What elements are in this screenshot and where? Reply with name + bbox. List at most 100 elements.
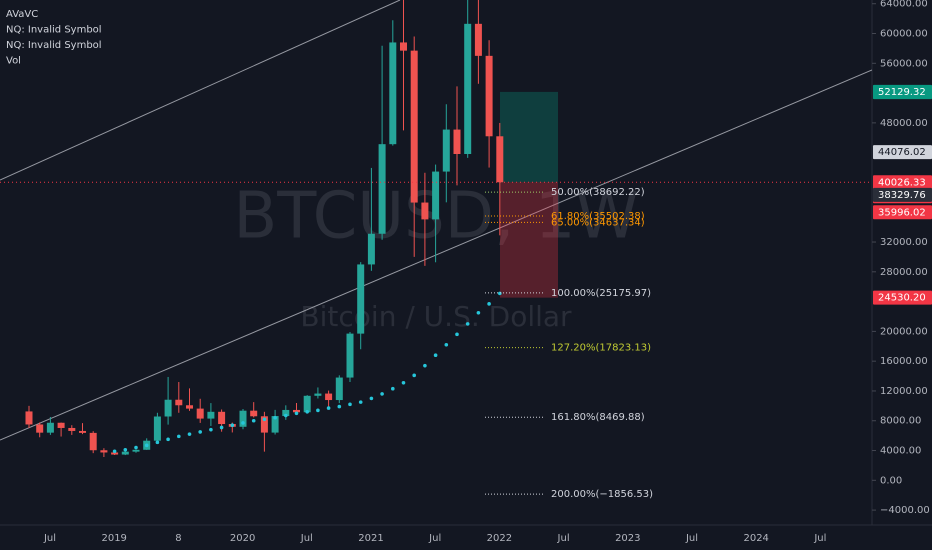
candle-body <box>485 55 493 137</box>
candle-body <box>250 410 258 417</box>
price-tag-label: 52129.32 <box>878 87 926 98</box>
x-tick-label: 2020 <box>230 533 255 544</box>
y-tick-label: 20000.00 <box>880 326 928 337</box>
candle-body <box>46 422 54 433</box>
legend-item: NQ: Invalid Symbol <box>6 40 102 51</box>
ma-point <box>144 443 149 448</box>
ma-point <box>348 402 352 407</box>
ma-point <box>423 363 427 368</box>
legend-item: AVaVC <box>6 9 38 20</box>
y-tick-label: −4000.00 <box>880 505 930 516</box>
candle-body <box>357 264 365 334</box>
ma-point <box>487 302 491 306</box>
candle-body <box>442 129 450 172</box>
y-tick-label: 28000.00 <box>880 267 928 278</box>
candle-body <box>496 136 504 183</box>
y-tick-label: 12000.00 <box>880 386 928 397</box>
price-tag <box>873 187 932 202</box>
ma-point <box>230 423 235 428</box>
candle-body <box>25 411 33 425</box>
candle-body <box>196 408 204 419</box>
ma-point <box>380 392 384 396</box>
candle-body <box>57 422 65 428</box>
candle-body <box>389 42 397 145</box>
fib-label: 100.00%(25175.97) <box>551 288 651 299</box>
candle-body <box>153 416 161 441</box>
ma-point <box>369 396 374 401</box>
fib-label: 127.20%(17823.13) <box>551 343 651 354</box>
price-tag-label: 38329.76 <box>878 190 926 201</box>
x-tick-label: Jul <box>685 533 698 544</box>
long-target-zone <box>500 91 558 183</box>
y-tick-label: 56000.00 <box>880 58 928 69</box>
candle-body <box>79 430 86 433</box>
y-tick-label: 64000.00 <box>880 0 928 10</box>
ma-point <box>198 430 202 434</box>
ma-point <box>166 437 170 442</box>
candle-body <box>36 424 44 433</box>
candle-body <box>282 409 290 417</box>
fib-label: 200.00%(−1856.53) <box>551 489 653 500</box>
x-tick-label: Jul <box>300 533 313 544</box>
x-tick-label: Jul <box>43 533 56 544</box>
candle-body <box>367 233 375 265</box>
ma-point <box>251 418 256 423</box>
x-tick-label: 2019 <box>101 533 126 544</box>
candle-body <box>464 23 472 154</box>
ma-point <box>294 411 299 416</box>
ma-point <box>358 400 363 404</box>
price-tag <box>873 85 932 100</box>
candle-body <box>410 50 418 203</box>
ma-point <box>455 332 459 337</box>
y-tick-label: 8000.00 <box>880 416 921 427</box>
ma-point <box>177 434 181 439</box>
candle-body <box>260 416 268 433</box>
ma-point <box>391 386 395 391</box>
price-tag-label: 40026.33 <box>878 177 926 188</box>
candle-body <box>271 416 279 433</box>
ma-point <box>209 427 213 432</box>
x-tick-label: 8 <box>175 533 181 544</box>
candle-body <box>400 42 407 51</box>
ma-point <box>219 425 224 430</box>
y-tick-label: 0.00 <box>880 475 902 486</box>
candle-body <box>68 427 76 431</box>
x-tick-label: 2021 <box>358 533 383 544</box>
candle-body <box>164 399 172 417</box>
legend-item: Vol <box>6 56 21 67</box>
legend-item: NQ: Invalid Symbol <box>6 25 102 36</box>
candle-body <box>474 23 482 56</box>
candle-body <box>207 411 215 419</box>
y-tick-label: 60000.00 <box>880 29 928 40</box>
candle-body <box>293 409 300 413</box>
candle-body <box>421 202 429 220</box>
x-tick-label: Jul <box>428 533 441 544</box>
candle-body <box>132 449 140 452</box>
ma-point <box>241 421 245 425</box>
ma-point <box>123 447 128 452</box>
candle-body <box>378 144 386 234</box>
ma-point <box>498 291 502 296</box>
price-tag-label: 24530.20 <box>878 293 926 304</box>
candle-body <box>239 410 247 427</box>
stop-zone <box>500 182 558 298</box>
ma-point <box>187 432 192 436</box>
ma-point <box>337 404 342 409</box>
price-tag <box>873 290 932 305</box>
candle-body <box>303 395 311 413</box>
candle-body <box>314 393 322 396</box>
candle-body <box>100 450 108 453</box>
ma-point <box>444 342 449 347</box>
ma-point <box>401 380 406 385</box>
fib-label: 50.00%(38692.22) <box>551 187 645 198</box>
price-tag-label: 35996.02 <box>878 207 926 218</box>
fib-label: 65.00%(34637.34) <box>551 217 645 228</box>
candle-body <box>218 411 226 425</box>
candle-body <box>175 399 183 406</box>
candle-body <box>432 171 440 220</box>
x-tick-label: 2023 <box>615 533 640 544</box>
ma-point <box>134 445 138 450</box>
candle-body <box>335 377 343 401</box>
